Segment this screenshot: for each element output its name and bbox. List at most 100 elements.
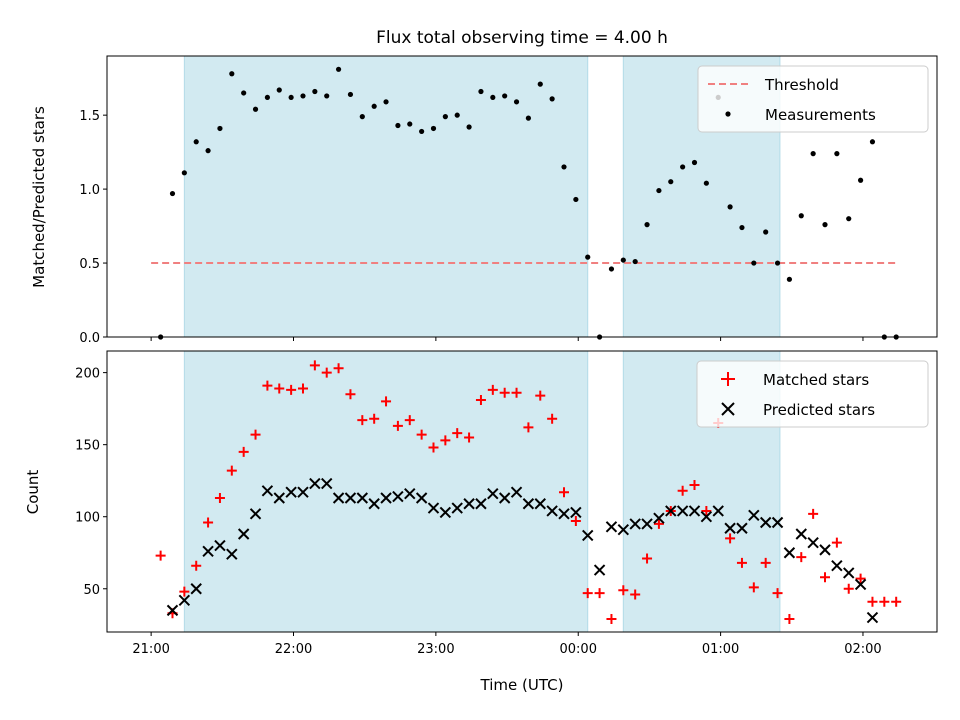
ratio-legend: Threshold Measurements (697, 65, 929, 133)
predicted-star-marker (202, 545, 214, 558)
count-x-ticks: 21:00 22:00 23:00 00:00 01:00 02:00 (132, 632, 882, 657)
count-panel: 50 100 150 200 21:00 22:00 23:00 00:00 01:00 02:… (24, 350, 938, 694)
matched-star-marker (286, 384, 297, 395)
observing-window (183, 55, 589, 338)
predicted-star-marker (332, 492, 345, 504)
matched-star-marker (831, 537, 842, 548)
predicted-star-marker (653, 512, 665, 524)
matched-star-marker (155, 550, 166, 561)
predicted-star-marker (226, 548, 238, 560)
predicted-star-marker (570, 506, 582, 519)
measurement-point (680, 164, 686, 170)
measurement-point (691, 159, 698, 166)
predicted-star-marker (819, 544, 831, 556)
observing-window (183, 350, 589, 633)
count-legend: Matched stars Predicted stars (696, 360, 929, 428)
matched-star-marker (179, 586, 190, 597)
count-points (155, 360, 902, 625)
predicted-star-marker (629, 518, 641, 530)
measurement-point (585, 254, 591, 260)
matched-star-marker (404, 415, 415, 426)
measurement-point (763, 229, 769, 235)
ratio-y-axis-label: Matched/Predicted stars (30, 106, 48, 288)
matched-star-marker (677, 485, 688, 496)
measurement-point (608, 266, 615, 272)
predicted-star-marker (617, 523, 630, 536)
predicted-star-marker (475, 498, 487, 510)
predicted-star-marker (866, 611, 879, 624)
count-y-axis-label: Count (24, 470, 42, 515)
predicted-star-marker (558, 508, 570, 520)
matched-star-marker (653, 518, 664, 529)
ratio-x-ticks (150, 337, 864, 341)
matched-star-marker (392, 420, 403, 431)
matched-star-marker (475, 394, 486, 405)
measurement-point (241, 90, 247, 96)
measurement-point (335, 66, 342, 72)
predicted-star-marker (392, 490, 404, 503)
y-tick-label: 100 (75, 511, 100, 526)
matched-star-marker (452, 428, 463, 439)
measurement-point (739, 224, 745, 231)
matched-star-marker (250, 429, 261, 440)
measurement-point (478, 88, 484, 95)
matched-star-marker (333, 363, 344, 374)
matched-star-marker (523, 422, 534, 433)
measurement-point (371, 103, 377, 109)
x-tick-label: 23:00 (417, 642, 454, 657)
measurement-point (703, 180, 709, 186)
matched-star-marker (226, 465, 237, 476)
matched-star-marker (274, 383, 285, 394)
matched-star-marker (464, 432, 475, 443)
measurement-point (264, 94, 271, 101)
measurement-point (229, 71, 235, 77)
y-tick-label: 0.0 (79, 331, 100, 346)
count-y-ticks: 50 100 150 200 (75, 367, 107, 598)
matched-star-marker (381, 396, 392, 407)
y-tick-label: 150 (75, 439, 100, 454)
measurement-point (312, 88, 318, 95)
matched-star-marker (214, 492, 225, 503)
matched-star-marker (879, 596, 890, 607)
predicted-star-marker (665, 505, 677, 517)
matched-star-marker (772, 588, 783, 599)
predicted-star-marker (534, 498, 546, 510)
y-tick-label: 1.5 (79, 109, 100, 124)
predicted-star-marker (831, 560, 843, 572)
predicted-star-marker (843, 567, 855, 579)
predicted-star-marker (415, 492, 428, 504)
predicted-star-marker (759, 516, 772, 529)
x-tick-label: 02:00 (844, 642, 881, 657)
matched-star-marker (309, 360, 320, 371)
predicted-star-marker (297, 486, 309, 498)
x-tick-label: 00:00 (560, 642, 597, 657)
measurement-point (419, 128, 425, 135)
predicted-star-marker (404, 487, 416, 500)
predicted-star-marker (498, 492, 511, 504)
legend-matched-label: Matched stars (763, 371, 869, 389)
predicted-star-marker (748, 509, 760, 521)
measurement-point (502, 93, 508, 99)
y-tick-label: 0.5 (79, 257, 100, 272)
measurement-point (181, 170, 187, 176)
matched-star-marker (297, 383, 308, 394)
predicted-star-marker (593, 564, 606, 576)
legend-matched-swatch (721, 372, 735, 386)
predicted-star-marker (546, 505, 558, 517)
matched-star-marker (618, 585, 629, 596)
matched-star-marker (725, 533, 736, 544)
predicted-star-marker (261, 485, 274, 497)
matched-star-marker (796, 552, 807, 563)
measurement-point (632, 258, 638, 265)
predicted-star-marker (451, 502, 463, 514)
matched-star-marker (760, 557, 771, 568)
predicted-star-marker (510, 486, 523, 498)
matched-star-marker (440, 435, 451, 446)
legend-predicted-swatch (721, 402, 735, 416)
predicted-star-marker (582, 529, 594, 542)
matched-star-marker (701, 505, 712, 516)
matched-star-marker (606, 614, 617, 625)
legend-measurement-swatch (725, 111, 731, 117)
measurement-point (525, 115, 532, 121)
measurement-point (276, 87, 282, 93)
